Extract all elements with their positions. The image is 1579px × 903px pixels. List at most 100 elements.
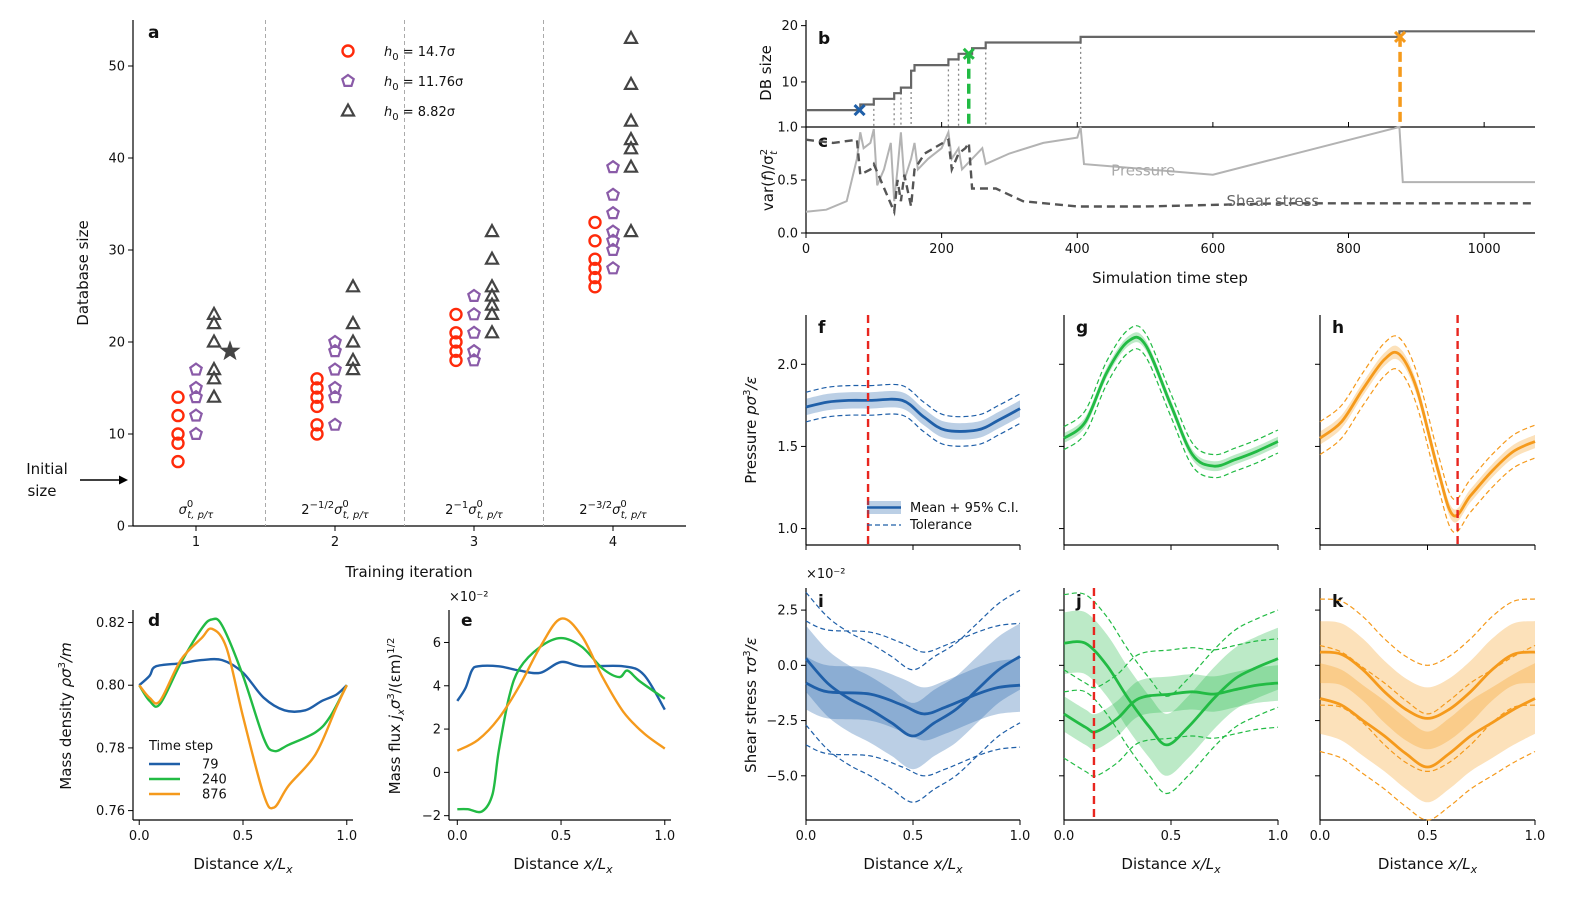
panel-e-ytick-label: −2 bbox=[422, 809, 441, 824]
panel-a-ylabel: Database size bbox=[74, 220, 92, 325]
panel-k-xlabel: Distance x/Lx bbox=[1378, 855, 1478, 876]
panel-d-xlabel-var: x/L bbox=[263, 855, 286, 873]
panel-a-ytick-label: 40 bbox=[108, 152, 125, 167]
panel-e-ylabel: Mass flux jxσ3/(εm)1/2 bbox=[386, 638, 407, 795]
panel-a-point-circle bbox=[588, 234, 602, 248]
panel-b-highlight-marker bbox=[962, 47, 975, 60]
yl-d: /ε bbox=[742, 637, 760, 652]
panel-a-point-pentagon bbox=[606, 159, 620, 174]
panel-k-mean-line bbox=[1319, 650, 1536, 720]
yl-b: j bbox=[386, 714, 404, 721]
tol-sup: 0 bbox=[476, 499, 482, 510]
panel-d-legend-label: 876 bbox=[202, 788, 227, 803]
panel-a-tolerance-label: 2−3/2σ0 t, p/τ bbox=[579, 499, 647, 521]
panel-j-xtick-label: 0.0 bbox=[1054, 829, 1075, 844]
panel-g-label: g bbox=[1076, 318, 1088, 338]
panel-a-point-circle bbox=[171, 390, 185, 404]
yl-b: ρσ bbox=[57, 668, 75, 688]
yl-d: σ bbox=[386, 699, 404, 709]
panel-c-shear-label: Shear stress bbox=[1226, 192, 1319, 210]
panel-a-initial-label-2: size bbox=[27, 482, 56, 500]
panel-a-ytick-label: 0 bbox=[117, 520, 125, 535]
tol-base: σ bbox=[334, 503, 343, 518]
shear-row-multiplier: ×10⁻² bbox=[806, 567, 846, 582]
panel-c-line-shear-stress bbox=[805, 137, 1535, 217]
panel-a-point-triangle bbox=[206, 370, 222, 385]
panel-a-star-marker bbox=[219, 340, 241, 361]
panel-a-point-circle bbox=[588, 270, 602, 285]
tol-base: σ bbox=[612, 503, 621, 518]
shear-row-ylabel: Shear stress τσ3/ε bbox=[742, 637, 760, 773]
panel-b-highlight-marker bbox=[1393, 30, 1407, 43]
panel-k-xlabel-var: x/L bbox=[1447, 855, 1470, 873]
panel-c-pressure-label: Pressure bbox=[1111, 161, 1175, 179]
panel-d-ytick-label: 0.76 bbox=[96, 804, 125, 819]
panel-a-point-pentagon bbox=[189, 408, 203, 422]
yl-d: /ε bbox=[742, 376, 760, 391]
panel-a-point-circle bbox=[171, 454, 185, 469]
legend-h: h bbox=[384, 105, 392, 120]
panel-a-point-triangle bbox=[623, 112, 639, 127]
panel-a-ytick-label: 50 bbox=[108, 60, 125, 75]
panel-a-point-pentagon bbox=[467, 353, 481, 367]
yl-b: τσ bbox=[742, 656, 760, 675]
yl-c: x bbox=[396, 709, 407, 716]
panel-c-xtick-label: 400 bbox=[1065, 242, 1090, 257]
panel-f-ytick-label: 2.0 bbox=[777, 358, 798, 373]
panel-i-ytick-label: 0.0 bbox=[777, 659, 798, 674]
panel-a-point-circle bbox=[449, 335, 463, 349]
panel-e-xlabel-var: x/L bbox=[583, 855, 606, 873]
panel-h-tolerance-line bbox=[1319, 368, 1536, 534]
panel-g-mean-line bbox=[1063, 335, 1279, 468]
panel-d-line-240 bbox=[138, 617, 348, 753]
panel-d-xlabel-part: Distance bbox=[193, 855, 263, 873]
legend-h: h bbox=[384, 75, 392, 90]
panel-a-point-triangle bbox=[345, 314, 361, 330]
panel-i-mean-line bbox=[804, 655, 1021, 738]
panel-c-xlabel: Simulation time step bbox=[1092, 269, 1248, 287]
panel-d-ytick-label: 0.78 bbox=[96, 741, 125, 756]
panel-i-xlabel: Distance x/Lx bbox=[863, 855, 963, 876]
panel-a-point-pentagon bbox=[467, 307, 481, 321]
panel-a-point-pentagon bbox=[189, 426, 203, 440]
panel-a-point-triangle bbox=[484, 305, 500, 320]
yl-b: pσ bbox=[742, 395, 760, 416]
panel-c-ytick-label: 0.0 bbox=[777, 227, 798, 242]
panel-e-xtick-label: 0.0 bbox=[447, 829, 468, 844]
legend-h: h bbox=[384, 45, 392, 60]
panel-a-point-triangle bbox=[623, 140, 639, 155]
panel-a-ytick-label: 30 bbox=[108, 244, 125, 259]
panel-e-line-79 bbox=[456, 660, 666, 711]
panel-a-point-triangle bbox=[623, 158, 639, 173]
panel-f-tolerance-line bbox=[805, 413, 1021, 447]
panel-j-xtick-label: 0.5 bbox=[1161, 829, 1182, 844]
panel-j-tolerance-line bbox=[1063, 592, 1279, 697]
panel-k-xtick-label: 0.5 bbox=[1417, 829, 1438, 844]
panel-f-mean-line bbox=[805, 397, 1021, 433]
panel-a-ytick-label: 20 bbox=[108, 336, 125, 351]
panel-b-highlight-marker bbox=[853, 104, 866, 117]
panel-a-point-triangle bbox=[623, 222, 639, 238]
panel-i-xlabel-sub: x bbox=[955, 863, 963, 876]
panel-a-point-circle bbox=[310, 399, 324, 414]
tol-prefix-sup: −1 bbox=[453, 500, 468, 511]
panel-d-xtick-label: 0.5 bbox=[233, 829, 254, 844]
panel-a-xtick-label: 1 bbox=[192, 535, 200, 550]
panel-a-point-pentagon bbox=[606, 224, 620, 238]
panel-a-point-circle bbox=[310, 418, 324, 432]
panel-e-xlabel-sub: x bbox=[605, 863, 613, 876]
tol-prefix: 2 bbox=[445, 503, 453, 518]
panel-a-point-triangle bbox=[484, 222, 500, 238]
yl-c: 3 bbox=[742, 389, 753, 395]
panel-j-xlabel-var: x/L bbox=[1191, 855, 1214, 873]
panel-a-point-circle bbox=[449, 353, 463, 368]
panel-a-point-pentagon bbox=[328, 380, 342, 394]
panel-k-xtick-label: 0.0 bbox=[1310, 829, 1331, 844]
panel-a-point-triangle bbox=[484, 287, 500, 302]
yl-c: 3 bbox=[57, 662, 68, 668]
panel-h-label: h bbox=[1332, 318, 1344, 338]
panel-k-ci-band bbox=[1320, 621, 1535, 750]
ylabel-main: var( bbox=[759, 181, 777, 211]
panel-b-ytick-label: 10 bbox=[781, 75, 798, 90]
